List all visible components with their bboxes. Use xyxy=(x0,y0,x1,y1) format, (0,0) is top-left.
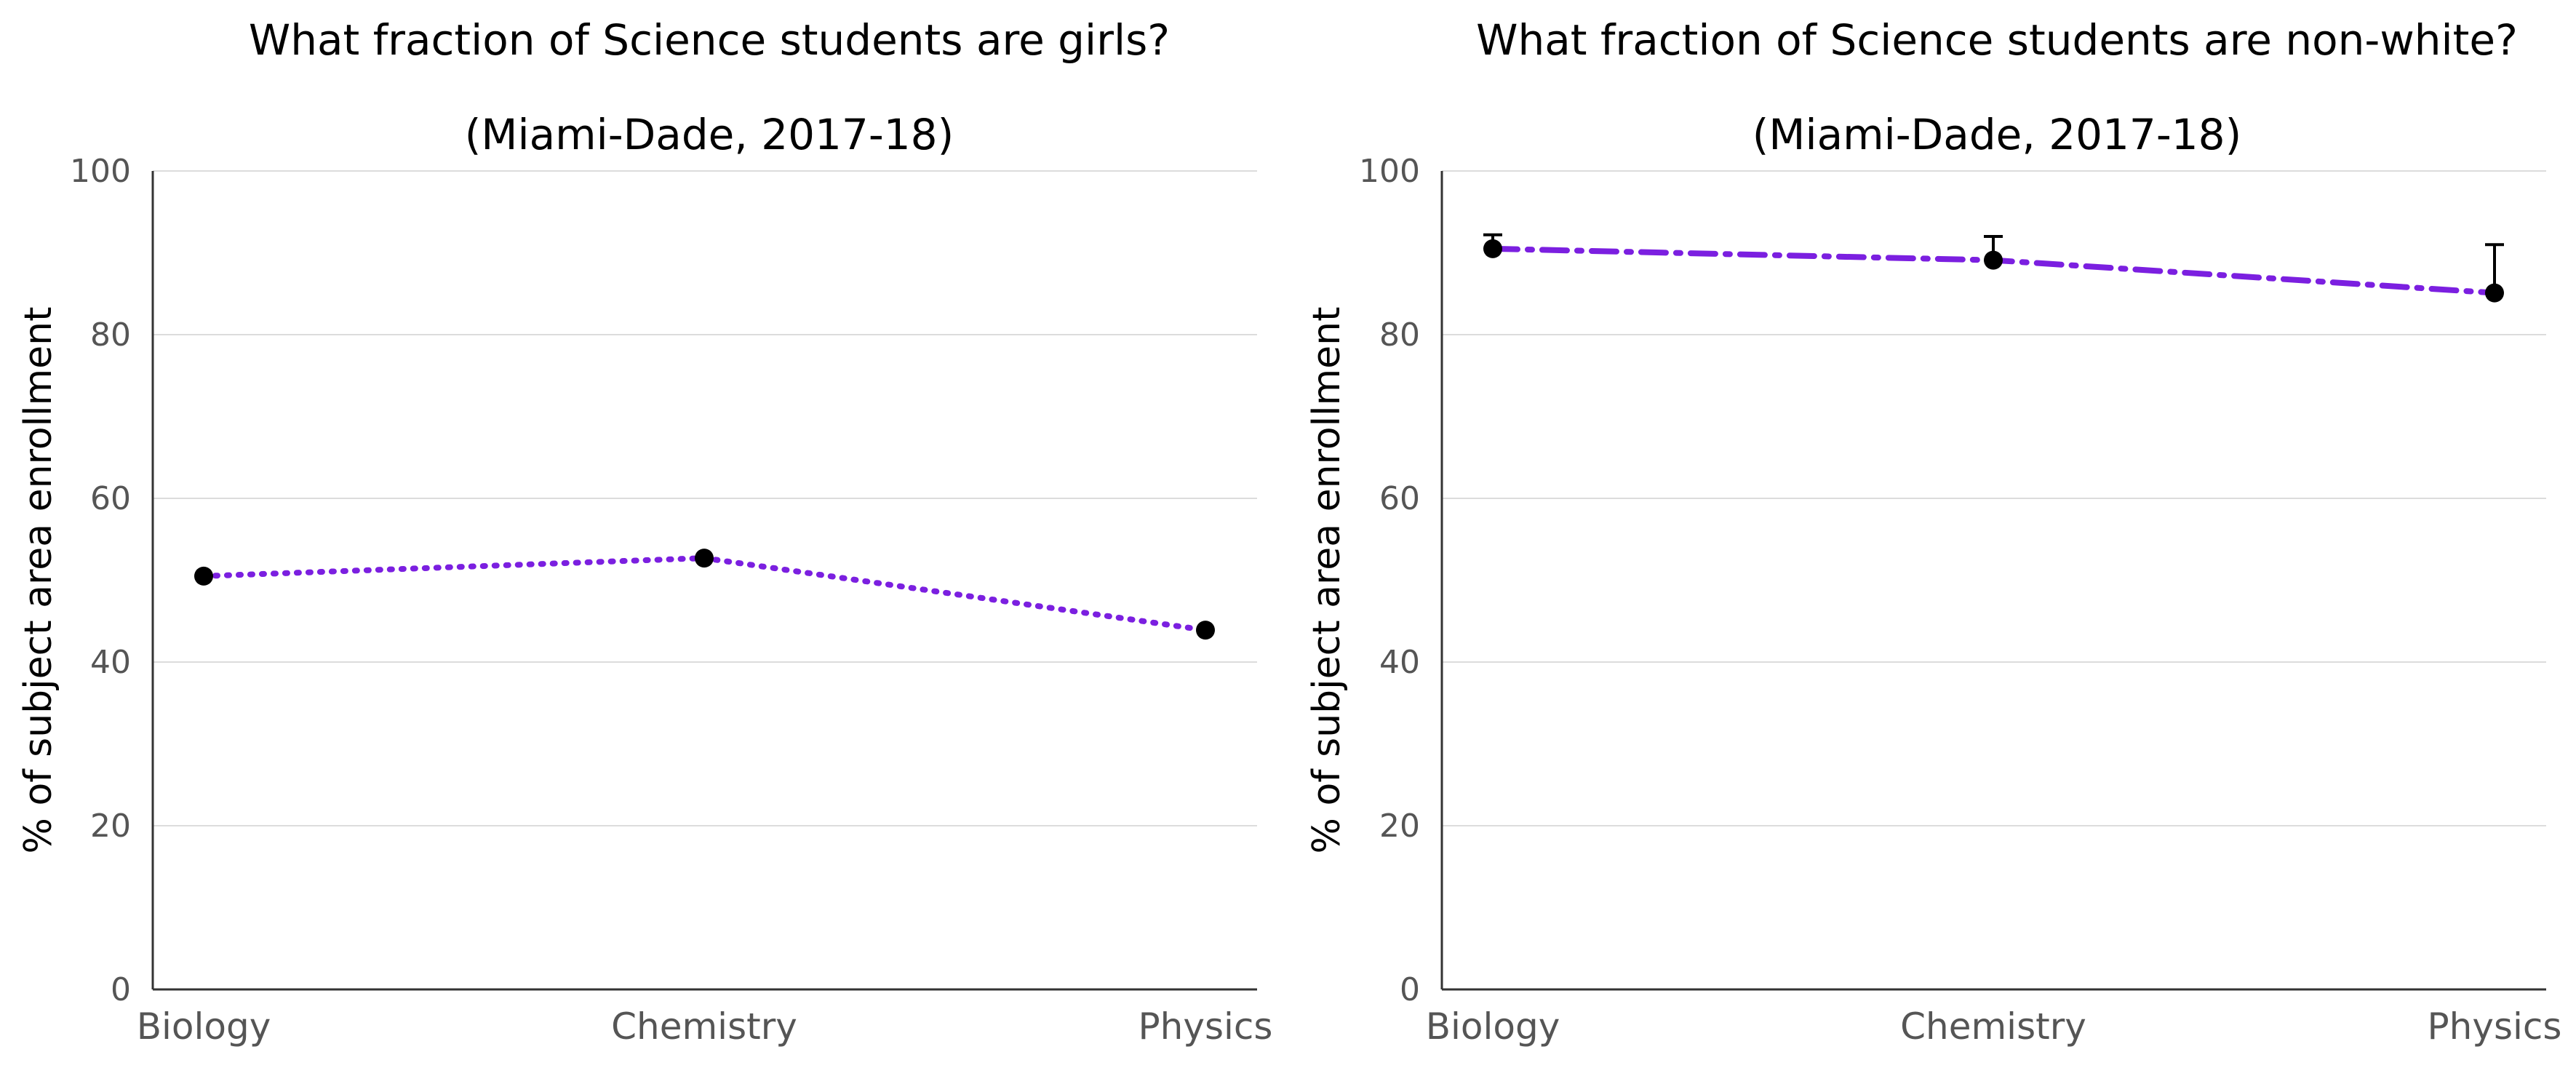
x-tick-label: Biology xyxy=(137,1005,271,1048)
y-tick-label: 40 xyxy=(90,644,131,681)
y-axis-label: % of subject area enrollment xyxy=(1305,307,1349,854)
chart-panel-2: What fraction of Science students are no… xyxy=(1305,15,2561,1048)
y-tick-label: 80 xyxy=(90,316,131,354)
y-tick-label: 60 xyxy=(1379,480,1420,517)
data-point xyxy=(1196,621,1215,640)
y-tick-label: 100 xyxy=(1359,153,1420,190)
x-tick-label: Chemistry xyxy=(611,1005,797,1048)
chart-panel-1: What fraction of Science students are gi… xyxy=(17,15,1272,1048)
series-line xyxy=(201,555,1208,634)
x-tick-label: Chemistry xyxy=(1900,1005,2086,1048)
x-tick-label: Physics xyxy=(1139,1005,1273,1048)
y-tick-label: 80 xyxy=(1379,316,1420,354)
chart-subtitle: (Miami-Dade, 2017-18) xyxy=(1752,110,2241,159)
y-tick-label: 60 xyxy=(90,480,131,517)
y-tick-label: 20 xyxy=(1379,808,1420,845)
data-point xyxy=(1984,250,2003,270)
y-tick-label: 0 xyxy=(1400,971,1420,1008)
x-tick-label: Biology xyxy=(1426,1005,1560,1048)
x-tick-label: Physics xyxy=(2428,1005,2562,1048)
y-tick-label: 100 xyxy=(70,153,131,190)
y-tick-label: 20 xyxy=(90,808,131,845)
y-tick-label: 40 xyxy=(1379,644,1420,681)
chart-title: What fraction of Science students are no… xyxy=(1476,15,2518,65)
chart-title: What fraction of Science students are gi… xyxy=(249,15,1170,65)
data-point xyxy=(1483,239,1502,258)
data-point xyxy=(194,566,213,586)
data-point xyxy=(2485,283,2504,303)
data-point xyxy=(695,549,714,568)
y-axis-label: % of subject area enrollment xyxy=(17,307,60,854)
chart-subtitle: (Miami-Dade, 2017-18) xyxy=(465,110,954,159)
y-tick-label: 0 xyxy=(111,971,131,1008)
